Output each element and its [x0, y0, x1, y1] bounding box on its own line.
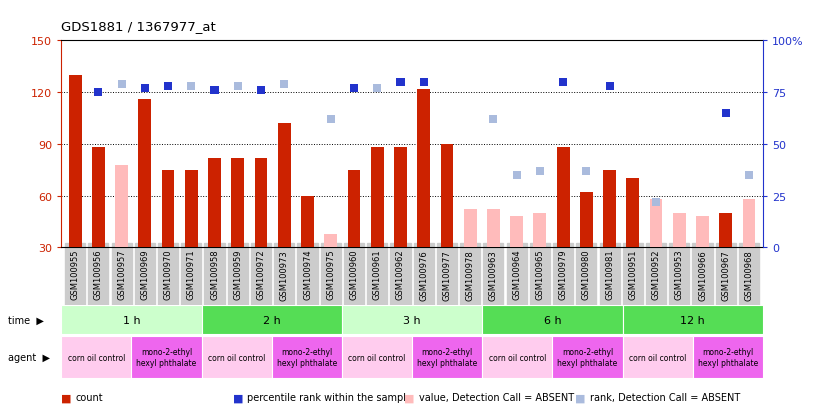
Text: ■: ■	[233, 392, 243, 402]
Bar	[721, 109, 730, 118]
Text: mono-2-ethyl
hexyl phthalate: mono-2-ethyl hexyl phthalate	[698, 348, 758, 367]
Text: 12 h: 12 h	[681, 315, 705, 325]
Bar	[627, 179, 639, 248]
Text: time  ▶: time ▶	[8, 315, 44, 325]
Text: corn oil control: corn oil control	[208, 353, 265, 362]
Bar	[623, 337, 693, 378]
Bar	[512, 171, 521, 180]
Bar	[482, 337, 552, 378]
Text: rank, Detection Call = ABSENT: rank, Detection Call = ABSENT	[590, 392, 740, 402]
Bar	[745, 171, 753, 180]
Bar	[623, 306, 763, 335]
Bar	[92, 148, 104, 248]
Bar	[139, 100, 151, 248]
Bar	[61, 306, 202, 335]
Bar	[605, 83, 614, 91]
Bar	[487, 210, 499, 248]
Bar	[583, 167, 591, 176]
Bar	[257, 87, 265, 95]
Bar	[348, 170, 361, 248]
Bar	[552, 337, 623, 378]
Bar	[463, 210, 477, 248]
Bar	[272, 337, 342, 378]
Text: mono-2-ethyl
hexyl phthalate: mono-2-ethyl hexyl phthalate	[417, 348, 477, 367]
Bar	[115, 165, 128, 248]
Text: 1 h: 1 h	[122, 315, 140, 325]
Bar	[652, 198, 660, 206]
Bar	[162, 170, 175, 248]
Bar	[350, 85, 358, 93]
Text: agent  ▶: agent ▶	[8, 352, 50, 362]
Bar	[187, 83, 195, 91]
Bar	[557, 148, 570, 248]
Text: value, Detection Call = ABSENT: value, Detection Call = ABSENT	[419, 392, 574, 402]
Text: corn oil control: corn oil control	[348, 353, 406, 362]
Bar	[69, 76, 82, 248]
Bar	[580, 193, 592, 248]
Bar	[696, 217, 709, 248]
Bar	[559, 78, 567, 87]
Text: ■: ■	[61, 392, 72, 402]
Bar	[373, 85, 381, 93]
Text: corn oil control: corn oil control	[489, 353, 546, 362]
Bar	[412, 337, 482, 378]
Text: corn oil control: corn oil control	[68, 353, 125, 362]
Text: ■: ■	[575, 392, 586, 402]
Bar	[185, 170, 197, 248]
Bar	[301, 196, 314, 248]
Text: ■: ■	[404, 392, 415, 402]
Text: percentile rank within the sample: percentile rank within the sample	[247, 392, 412, 402]
Bar	[208, 158, 221, 248]
Text: 3 h: 3 h	[403, 315, 421, 325]
Bar	[164, 83, 172, 91]
Bar	[397, 78, 405, 87]
Bar	[370, 148, 384, 248]
Bar	[202, 306, 342, 335]
Bar	[743, 199, 756, 248]
Bar	[131, 337, 202, 378]
Text: 6 h: 6 h	[543, 315, 561, 325]
Text: 2 h: 2 h	[263, 315, 281, 325]
Bar	[482, 306, 623, 335]
Text: GDS1881 / 1367977_at: GDS1881 / 1367977_at	[61, 20, 216, 33]
Bar	[95, 89, 103, 97]
Bar	[324, 234, 337, 248]
Bar	[342, 337, 412, 378]
Bar	[536, 167, 544, 176]
Text: corn oil control: corn oil control	[629, 353, 686, 362]
Bar	[342, 306, 482, 335]
Bar	[673, 214, 685, 248]
Bar	[534, 214, 546, 248]
Bar	[233, 83, 242, 91]
Bar	[650, 199, 663, 248]
Bar	[61, 337, 131, 378]
Bar	[490, 116, 498, 124]
Bar	[720, 214, 732, 248]
Bar	[278, 124, 290, 248]
Bar	[394, 148, 407, 248]
Bar	[141, 85, 149, 93]
Bar	[419, 78, 428, 87]
Bar	[232, 158, 244, 248]
Bar	[118, 81, 126, 89]
Bar	[202, 337, 272, 378]
Bar	[280, 81, 288, 89]
Bar	[441, 145, 454, 248]
Bar	[693, 337, 763, 378]
Bar	[211, 87, 219, 95]
Bar	[417, 90, 430, 248]
Bar	[510, 217, 523, 248]
Bar	[603, 170, 616, 248]
Text: mono-2-ethyl
hexyl phthalate: mono-2-ethyl hexyl phthalate	[136, 348, 197, 367]
Text: mono-2-ethyl
hexyl phthalate: mono-2-ethyl hexyl phthalate	[557, 348, 618, 367]
Bar	[255, 158, 268, 248]
Text: mono-2-ethyl
hexyl phthalate: mono-2-ethyl hexyl phthalate	[277, 348, 337, 367]
Text: count: count	[76, 392, 104, 402]
Bar	[326, 116, 335, 124]
